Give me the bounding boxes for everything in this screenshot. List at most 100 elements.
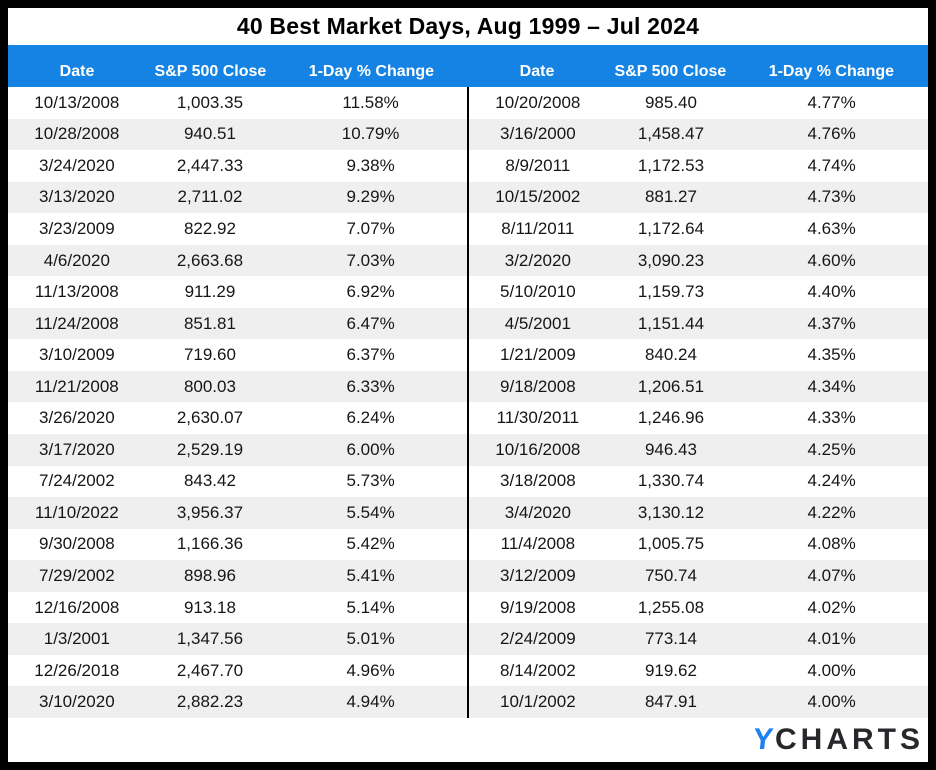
- table-cell: 11/30/2011: [496, 408, 580, 428]
- column-header-sp500-close: S&P 500 Close: [614, 63, 727, 80]
- table-cell: 3,130.12: [637, 502, 705, 522]
- table-cell: 4.40%: [807, 282, 856, 302]
- table-cell: 3/10/2009: [39, 345, 115, 365]
- table-cell: 843.42: [183, 471, 236, 491]
- table-row: 10/15/2002 881.27 4.73%: [469, 181, 928, 214]
- column-header-1day-change: 1-Day % Change: [768, 63, 895, 80]
- table-row: 3/2/2020 3,090.23 4.60%: [469, 244, 928, 277]
- table-cell: 3/10/2020: [39, 692, 115, 712]
- table-cell: 2,447.33: [176, 155, 244, 175]
- table-row: 3/13/2020 2,711.02 9.29%: [8, 181, 467, 214]
- table-header-band: Date S&P 500 Close 1-Day % Change Date S…: [8, 45, 928, 87]
- table-row: 3/12/2009 750.74 4.07%: [469, 560, 928, 592]
- table-cell: 6.37%: [346, 345, 395, 365]
- left-table-rows: 10/13/2008 1,003.35 11.58% 10/28/2008 940.51…: [8, 87, 467, 718]
- table-cell: 4.37%: [807, 313, 856, 333]
- table-cell: 750.74: [644, 565, 697, 585]
- table-row: 4/6/2020 2,663.68 7.03%: [8, 244, 467, 277]
- table-cell: 881.27: [644, 187, 697, 207]
- table-cell: 773.14: [644, 629, 697, 649]
- table-cell: 3/18/2008: [500, 471, 576, 491]
- table-cell: 5.14%: [346, 597, 395, 617]
- table-cell: 898.96: [183, 565, 236, 585]
- table-cell: 1,255.08: [637, 597, 705, 617]
- table-cell: 851.81: [183, 313, 236, 333]
- table-cell: 9/30/2008: [39, 534, 115, 554]
- table-cell: 3/12/2009: [500, 565, 576, 585]
- table-cell: 1,172.64: [637, 218, 705, 238]
- table-row: 11/24/2008 851.81 6.47%: [8, 307, 467, 340]
- table-cell: 2/24/2009: [500, 629, 576, 649]
- table-cell: 4.35%: [807, 345, 856, 365]
- table-cell: 4.74%: [807, 155, 856, 175]
- table-row: 2/24/2009 773.14 4.01%: [469, 623, 928, 655]
- table-row: 10/13/2008 1,003.35 11.58%: [8, 87, 467, 119]
- table-row: 3/24/2020 2,447.33 9.38%: [8, 150, 467, 182]
- table-cell: 2,630.07: [176, 408, 244, 428]
- page-title: 40 Best Market Days, Aug 1999 – Jul 2024: [236, 13, 700, 39]
- table-row: 4/5/2001 1,151.44 4.37%: [469, 307, 928, 340]
- table-cell: 8/9/2011: [505, 155, 571, 175]
- table-cell: 4.77%: [807, 92, 856, 112]
- table-cell: 4.24%: [807, 471, 856, 491]
- table-cell: 911.29: [184, 282, 236, 302]
- table-row: 5/10/2010 1,159.73 4.40%: [469, 276, 928, 308]
- table-row: 3/10/2009 719.60 6.37%: [8, 339, 467, 371]
- table-cell: 11.58%: [342, 92, 399, 112]
- table-cell: 11/13/2008: [34, 282, 119, 302]
- table-row: 10/20/2008 985.40 4.77%: [469, 87, 928, 119]
- table-cell: 7/24/2002: [39, 471, 115, 491]
- right-table-rows: 10/20/2008 985.40 4.77% 3/16/2000 1,458.47 4.…: [467, 87, 928, 718]
- table-cell: 985.40: [644, 92, 697, 112]
- table-cell: 1,246.96: [637, 408, 705, 428]
- title-bar: 40 Best Market Days, Aug 1999 – Jul 2024: [8, 8, 928, 45]
- table-row: 12/26/2018 2,467.70 4.96%: [8, 655, 467, 687]
- table-cell: 9/18/2008: [500, 376, 576, 396]
- table-cell: 10/20/2008: [495, 92, 581, 112]
- table-cell: 3/2/2020: [504, 250, 571, 270]
- table-cell: 3/26/2020: [39, 408, 115, 428]
- table-cell: 7.03%: [346, 250, 395, 270]
- table-cell: 5.54%: [346, 502, 395, 522]
- table-cell: 1/3/2001: [43, 629, 110, 649]
- table-cell: 4.07%: [807, 565, 856, 585]
- table-cell: 4.33%: [807, 408, 856, 428]
- table-cell: 4.22%: [807, 502, 856, 522]
- table-cell: 2,663.68: [176, 250, 244, 270]
- table-cell: 7.07%: [346, 218, 395, 238]
- table-cell: 6.00%: [346, 439, 395, 459]
- table-row: 3/4/2020 3,130.12 4.22%: [469, 497, 928, 529]
- table-cell: 4.94%: [346, 692, 395, 712]
- table-row: 7/29/2002 898.96 5.41%: [8, 560, 467, 592]
- table-row: 12/16/2008 913.18 5.14%: [8, 592, 467, 624]
- table-cell: 4.02%: [807, 597, 856, 617]
- table-cell: 4.00%: [807, 660, 856, 680]
- table-cell: 1,166.36: [176, 534, 244, 554]
- table-cell: 5.73%: [346, 471, 395, 491]
- table-cell: 946.43: [644, 439, 697, 459]
- table-row: 9/30/2008 1,166.36 5.42%: [8, 529, 467, 561]
- table-body: 10/13/2008 1,003.35 11.58% 10/28/2008 940.51…: [8, 87, 928, 718]
- table-row: 9/18/2008 1,206.51 4.34%: [469, 370, 928, 403]
- table-cell: 12/26/2018: [34, 660, 120, 680]
- table-cell: 12/16/2008: [34, 597, 120, 617]
- table-cell: 3/4/2020: [504, 502, 571, 522]
- table-row: 1/21/2009 840.24 4.35%: [469, 339, 928, 371]
- table-cell: 4/6/2020: [43, 250, 110, 270]
- table-row: 3/16/2000 1,458.47 4.76%: [469, 118, 928, 151]
- table-cell: 913.18: [183, 597, 236, 617]
- table-cell: 2,882.23: [176, 692, 244, 712]
- table-cell: 10/28/2008: [34, 124, 120, 144]
- table-row: 3/18/2008 1,330.74 4.24%: [469, 466, 928, 498]
- table-row: 11/21/2008 800.03 6.33%: [8, 370, 467, 403]
- column-header-1day-change: 1-Day % Change: [308, 63, 435, 80]
- table-row: 3/26/2020 2,630.07 6.24%: [8, 402, 467, 434]
- table-cell: 919.62: [644, 660, 697, 680]
- table-cell: 5/10/2010: [500, 282, 576, 302]
- table-cell: 4/5/2001: [504, 313, 571, 333]
- table-row: 10/1/2002 847.91 4.00%: [469, 686, 928, 718]
- table-cell: 3/16/2000: [500, 124, 576, 144]
- table-row: 8/9/2011 1,172.53 4.74%: [469, 150, 928, 182]
- table-cell: 5.01%: [346, 629, 395, 649]
